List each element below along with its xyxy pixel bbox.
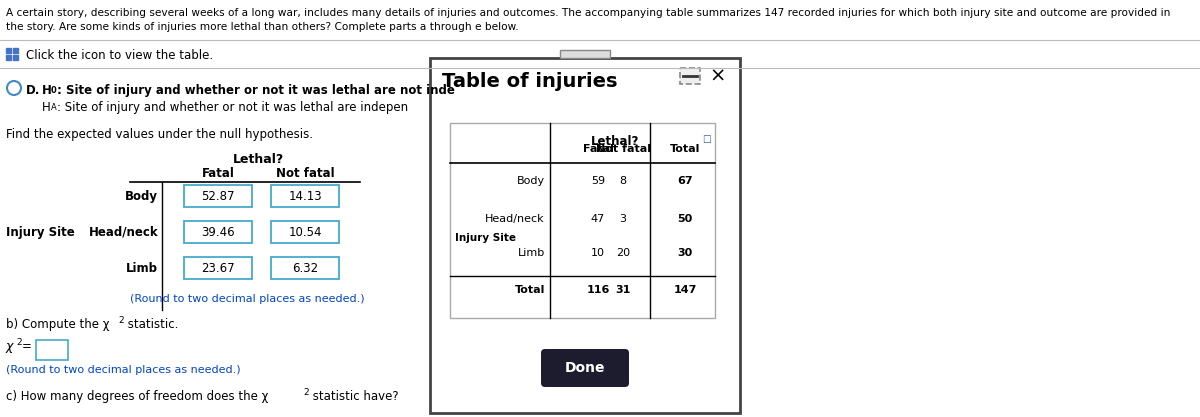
- Text: 2: 2: [118, 316, 124, 325]
- Text: χ: χ: [6, 340, 13, 353]
- Text: D.: D.: [26, 84, 41, 97]
- Text: 47: 47: [590, 214, 605, 224]
- Text: Not fatal: Not fatal: [276, 167, 335, 180]
- Text: 39.46: 39.46: [202, 226, 235, 239]
- FancyBboxPatch shape: [184, 185, 252, 207]
- Text: Head/neck: Head/neck: [485, 214, 545, 224]
- Text: 6.32: 6.32: [292, 261, 318, 274]
- Text: 116: 116: [587, 285, 610, 295]
- Text: the story. Are some kinds of injuries more lethal than others? Complete parts a : the story. Are some kinds of injuries mo…: [6, 22, 518, 32]
- Bar: [13, 55, 18, 60]
- Text: Injury Site: Injury Site: [6, 226, 74, 239]
- Text: ×: ×: [710, 66, 726, 85]
- Text: 23.67: 23.67: [202, 261, 235, 274]
- Text: b) Compute the χ: b) Compute the χ: [6, 318, 109, 331]
- Text: Done: Done: [565, 361, 605, 375]
- Text: c) How many degrees of freedom does the χ: c) How many degrees of freedom does the …: [6, 390, 269, 403]
- Text: 10: 10: [592, 248, 605, 258]
- Text: Fatal: Fatal: [582, 144, 613, 154]
- Text: H: H: [42, 101, 50, 114]
- Text: 50: 50: [677, 214, 692, 224]
- Text: 14.13: 14.13: [288, 189, 322, 203]
- Text: Find the expected values under the null hypothesis.: Find the expected values under the null …: [6, 128, 313, 141]
- FancyBboxPatch shape: [680, 68, 700, 84]
- FancyBboxPatch shape: [184, 221, 252, 243]
- Text: 2: 2: [302, 388, 308, 397]
- Text: 10.54: 10.54: [288, 226, 322, 239]
- FancyBboxPatch shape: [450, 123, 715, 318]
- FancyBboxPatch shape: [271, 185, 340, 207]
- Text: Fatal: Fatal: [202, 167, 234, 180]
- Text: 59: 59: [590, 176, 605, 186]
- Bar: [13, 48, 18, 53]
- Text: 20: 20: [616, 248, 630, 258]
- Text: Lethal?: Lethal?: [590, 135, 640, 148]
- Text: 147: 147: [673, 285, 697, 295]
- Text: =: =: [22, 340, 32, 353]
- Text: (Round to two decimal places as needed.): (Round to two decimal places as needed.): [130, 294, 365, 304]
- Text: 2: 2: [16, 338, 22, 347]
- Text: statistic have?: statistic have?: [310, 390, 398, 403]
- Text: Total: Total: [515, 285, 545, 295]
- Bar: [6, 55, 11, 60]
- Text: Lethal?: Lethal?: [233, 153, 283, 166]
- FancyBboxPatch shape: [271, 257, 340, 279]
- FancyBboxPatch shape: [271, 221, 340, 243]
- Text: A: A: [50, 103, 56, 112]
- Text: 8: 8: [619, 176, 626, 186]
- Text: Injury Site: Injury Site: [455, 233, 516, 243]
- FancyBboxPatch shape: [560, 50, 610, 58]
- Text: Click the icon to view the table.: Click the icon to view the table.: [26, 48, 214, 61]
- FancyBboxPatch shape: [541, 349, 629, 387]
- Text: 52.87: 52.87: [202, 189, 235, 203]
- Text: 3: 3: [619, 214, 626, 224]
- Text: Head/neck: Head/neck: [89, 226, 158, 239]
- Text: H: H: [42, 84, 52, 97]
- Text: Total: Total: [670, 144, 700, 154]
- Text: A certain story, describing several weeks of a long war, includes many details o: A certain story, describing several week…: [6, 8, 1170, 18]
- Text: Body: Body: [517, 176, 545, 186]
- FancyBboxPatch shape: [184, 257, 252, 279]
- Text: Not fatal: Not fatal: [595, 144, 650, 154]
- Text: : Site of injury and whether or not it was lethal are indepen: : Site of injury and whether or not it w…: [58, 101, 408, 114]
- Text: Limb: Limb: [517, 248, 545, 258]
- Text: 67: 67: [677, 176, 692, 186]
- Text: : Site of injury and whether or not it was lethal are not inde: : Site of injury and whether or not it w…: [58, 84, 455, 97]
- Text: statistic.: statistic.: [124, 318, 179, 331]
- Text: 0: 0: [50, 86, 56, 95]
- Text: Body: Body: [125, 189, 158, 203]
- Text: 30: 30: [677, 248, 692, 258]
- FancyBboxPatch shape: [36, 340, 68, 360]
- Text: Table of injuries: Table of injuries: [442, 72, 618, 91]
- Text: ☐: ☐: [703, 135, 712, 145]
- Text: (Round to two decimal places as needed.): (Round to two decimal places as needed.): [6, 365, 241, 375]
- Text: Limb: Limb: [126, 261, 158, 274]
- Text: 31: 31: [616, 285, 631, 295]
- FancyBboxPatch shape: [430, 58, 740, 413]
- Bar: [6, 48, 11, 53]
